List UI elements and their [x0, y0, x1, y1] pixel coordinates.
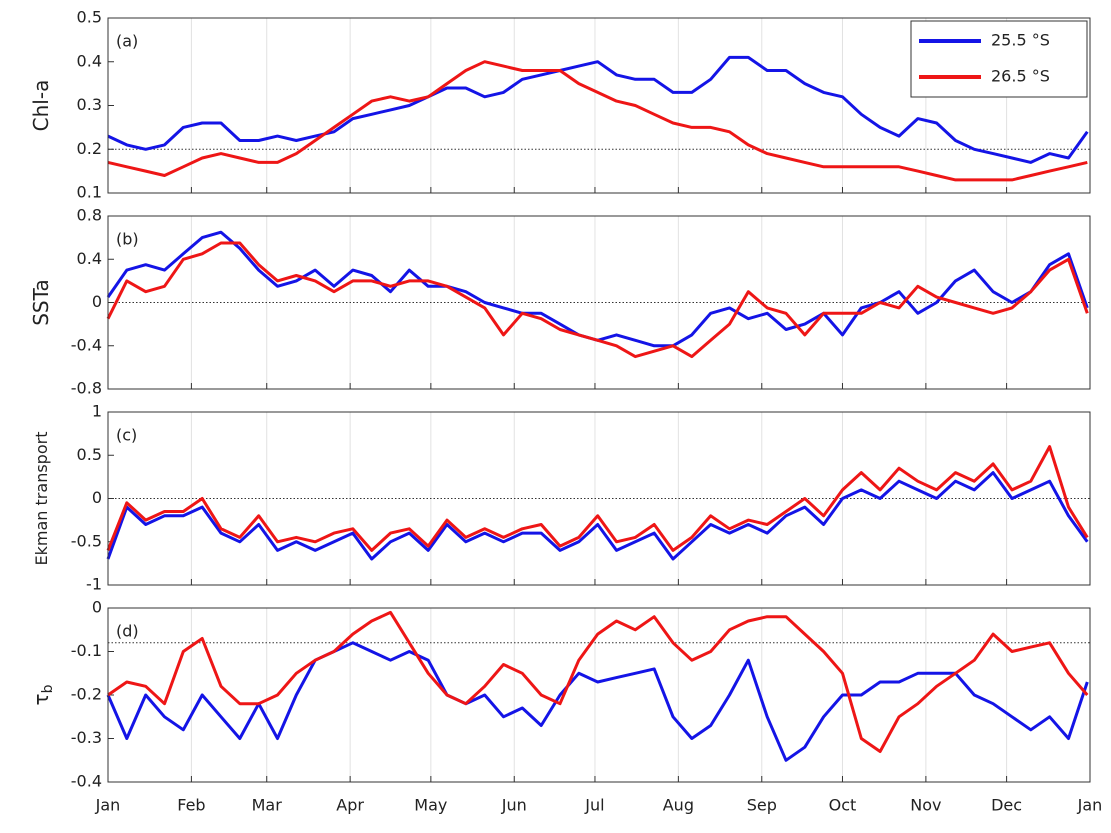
series-line: [106, 230, 1089, 348]
y-tick-label: 0.3: [77, 95, 102, 114]
y-axis-label: SSTa: [29, 279, 53, 326]
series-line: [107, 60, 1088, 182]
series-line: [107, 55, 1089, 164]
y-tick-label: -0.8: [71, 379, 102, 398]
axes-frame: [107, 215, 1091, 390]
y-tick-label: 0.1: [77, 183, 102, 202]
y-axis-label: Chl-a: [29, 80, 53, 132]
axes-frame: [107, 411, 1091, 586]
y-tick-label: 0.4: [77, 51, 102, 70]
y-tick-label: 0: [92, 598, 102, 617]
x-tick-label: Jun: [501, 796, 527, 815]
y-axis-label-main: Ekman transport: [32, 432, 51, 566]
y-tick-label: 0.2: [77, 139, 102, 158]
legend-box: [910, 20, 1088, 98]
y-tick-label: 0: [92, 292, 102, 311]
y-axis-label-main: SSTa: [29, 279, 53, 326]
panel-label: (c): [116, 426, 137, 445]
panel-label: (d): [116, 622, 139, 641]
panel-label: (a): [116, 32, 138, 51]
panel-label: (b): [116, 230, 139, 249]
x-tick-label: Sep: [747, 796, 777, 815]
y-tick-label: 0.5: [77, 8, 102, 27]
x-tick-label: Nov: [910, 796, 941, 815]
y-tick-label: -1: [86, 575, 102, 594]
y-axis-label-main: τ: [29, 693, 53, 705]
y-tick-label: 0.4: [77, 249, 102, 268]
y-tick-label: -0.5: [71, 531, 102, 550]
x-tick-label: Jan: [95, 796, 121, 815]
x-tick-label: Apr: [336, 796, 364, 815]
y-tick-label: -0.1: [71, 641, 102, 660]
x-tick-label: Dec: [991, 796, 1022, 815]
y-tick-label: 0: [92, 488, 102, 507]
series-line: [106, 471, 1089, 561]
series-line: [107, 610, 1089, 753]
series-line: [106, 241, 1089, 359]
x-tick-label: Aug: [663, 796, 694, 815]
legend-label: 25.5 °S: [991, 31, 1050, 50]
series-line: [106, 445, 1089, 552]
y-axis-label: Ekman transport: [32, 432, 51, 566]
y-axis-label: τb: [29, 684, 57, 705]
y-tick-label: 0.8: [77, 206, 102, 225]
y-tick-label: -0.4: [71, 772, 102, 791]
axes-frame: [107, 17, 1091, 194]
x-tick-label: May: [414, 796, 447, 815]
axes-frame: [107, 607, 1091, 783]
x-tick-label: Feb: [177, 796, 205, 815]
series-line: [106, 641, 1089, 762]
x-tick-label: Jul: [584, 796, 604, 815]
y-axis-label-subscript: b: [40, 684, 56, 693]
y-tick-label: -0.2: [71, 685, 102, 704]
legend-label: 26.5 °S: [991, 67, 1050, 86]
y-tick-label: -0.4: [71, 335, 102, 354]
x-tick-label: Mar: [252, 796, 283, 815]
y-axis-label-main: Chl-a: [29, 80, 53, 132]
y-tick-label: 1: [92, 402, 102, 421]
x-tick-label: Oct: [829, 796, 857, 815]
x-tick-label: Jan: [1077, 796, 1103, 815]
y-tick-label: -0.3: [71, 728, 102, 747]
y-tick-label: 0.5: [77, 445, 102, 464]
